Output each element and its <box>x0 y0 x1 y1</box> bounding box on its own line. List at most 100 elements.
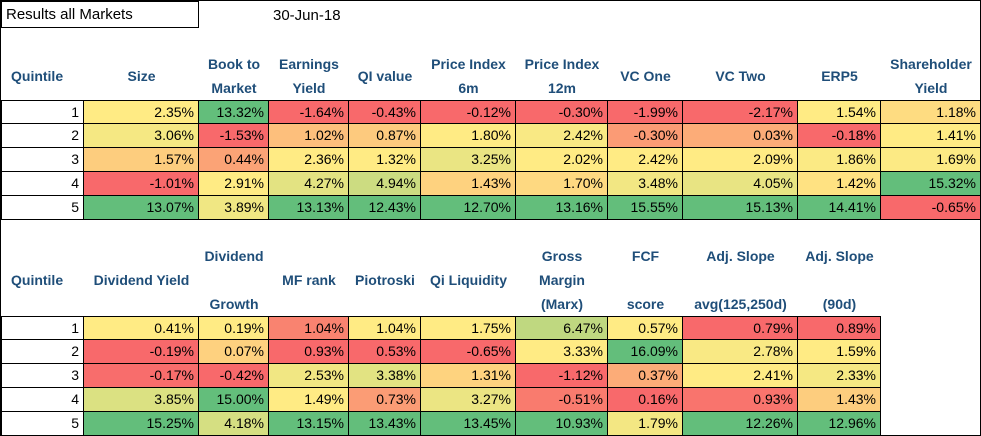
value-cell: 2.53% <box>268 363 349 388</box>
value-cell: 1.79% <box>607 411 683 435</box>
value-cell: 0.37% <box>607 363 683 388</box>
quintile-cell: 2 <box>1 339 84 364</box>
value-cell: 0.41% <box>83 316 199 340</box>
column-header: Book to <box>207 56 261 72</box>
value-cell: 13.16% <box>515 195 608 220</box>
value-cell: 1.80% <box>420 123 516 148</box>
value-cell: 0.16% <box>607 387 683 412</box>
value-cell: 13.43% <box>348 411 421 435</box>
value-cell: 1.57% <box>83 147 199 172</box>
quintile-cell: 5 <box>1 195 84 220</box>
column-header: Gross <box>541 248 583 264</box>
value-cell: 2.78% <box>682 339 798 364</box>
quintile-cell: 3 <box>1 363 84 388</box>
column-header: Price Index <box>524 56 600 72</box>
value-cell: 10.93% <box>515 411 608 435</box>
value-cell: 15.32% <box>880 171 980 196</box>
value-cell: 1.54% <box>797 100 881 124</box>
value-cell: 4.94% <box>348 171 421 196</box>
value-cell: -0.65% <box>420 339 516 364</box>
value-cell: 4.18% <box>198 411 269 435</box>
quintile-cell: 1 <box>1 100 84 124</box>
column-header: Price Index <box>431 56 506 72</box>
value-cell: 0.57% <box>607 316 683 340</box>
column-header: 6m <box>458 80 479 96</box>
column-header: Shareholder <box>890 56 972 72</box>
value-cell: 2.35% <box>83 100 199 124</box>
column-header: Adj. Slope <box>805 248 874 264</box>
value-cell: 3.27% <box>420 387 516 412</box>
value-cell: 1.70% <box>515 171 608 196</box>
value-cell: 2.02% <box>515 147 608 172</box>
value-cell: -1.99% <box>607 100 683 124</box>
value-cell: -0.19% <box>83 339 199 364</box>
column-header: Qi Liquidity <box>430 272 507 288</box>
value-cell: 13.32% <box>198 100 269 124</box>
column-header: Growth <box>209 296 259 312</box>
column-header: QI value <box>357 68 413 84</box>
value-cell: 1.04% <box>268 316 349 340</box>
value-cell: -1.53% <box>198 123 269 148</box>
value-cell: 1.43% <box>797 387 881 412</box>
value-cell: 3.85% <box>83 387 199 412</box>
column-header: Yield <box>292 80 326 96</box>
value-cell: 0.07% <box>198 339 269 364</box>
value-cell: 1.49% <box>268 387 349 412</box>
value-cell: 3.33% <box>515 339 608 364</box>
value-cell: 1.31% <box>420 363 516 388</box>
value-cell: 0.44% <box>198 147 269 172</box>
value-cell: 16.09% <box>607 339 683 364</box>
value-cell: 0.79% <box>682 316 798 340</box>
column-header: score <box>626 296 665 312</box>
value-cell: 14.41% <box>797 195 881 220</box>
value-cell: 6.47% <box>515 316 608 340</box>
column-header: 12m <box>547 80 577 96</box>
value-cell: 15.25% <box>83 411 199 435</box>
value-cell: 1.41% <box>880 123 980 148</box>
value-cell: 2.41% <box>682 363 798 388</box>
value-cell: 2.42% <box>607 147 683 172</box>
sheet-title: Results all Markets <box>1 1 199 28</box>
value-cell: 3.06% <box>83 123 199 148</box>
value-cell: 1.18% <box>880 100 980 124</box>
value-cell: 0.89% <box>797 316 881 340</box>
column-header: Market <box>211 80 257 96</box>
column-header: Piotroski <box>355 272 415 288</box>
value-cell: 2.36% <box>268 147 349 172</box>
quintile-cell: 2 <box>1 123 84 148</box>
value-cell: 0.87% <box>348 123 421 148</box>
quintile-cell: 5 <box>1 411 84 435</box>
column-header: VC One <box>620 68 671 84</box>
value-cell: -1.01% <box>83 171 199 196</box>
column-header: VC Two <box>715 68 766 84</box>
value-cell: 0.19% <box>198 316 269 340</box>
value-cell: 4.05% <box>682 171 798 196</box>
value-cell: -0.42% <box>198 363 269 388</box>
value-cell: 1.04% <box>348 316 421 340</box>
value-cell: 3.25% <box>420 147 516 172</box>
value-cell: 13.15% <box>268 411 349 435</box>
value-cell: -0.30% <box>607 123 683 148</box>
column-header: Earnings <box>279 56 339 72</box>
value-cell: 1.59% <box>797 339 881 364</box>
value-cell: 3.89% <box>198 195 269 220</box>
value-cell: 2.09% <box>682 147 798 172</box>
value-cell: -0.51% <box>515 387 608 412</box>
column-header: Dividend <box>204 248 264 264</box>
value-cell: 2.91% <box>198 171 269 196</box>
value-cell: 1.42% <box>797 171 881 196</box>
value-cell: 2.42% <box>515 123 608 148</box>
value-cell: 13.45% <box>420 411 516 435</box>
value-cell: 3.38% <box>348 363 421 388</box>
value-cell: 1.43% <box>420 171 516 196</box>
value-cell: 1.32% <box>348 147 421 172</box>
value-cell: -0.65% <box>880 195 980 220</box>
value-cell: 15.00% <box>198 387 269 412</box>
value-cell: 12.43% <box>348 195 421 220</box>
value-cell: 0.03% <box>682 123 798 148</box>
value-cell: -0.17% <box>83 363 199 388</box>
value-cell: 12.96% <box>797 411 881 435</box>
value-cell: 0.53% <box>348 339 421 364</box>
value-cell: 0.93% <box>268 339 349 364</box>
